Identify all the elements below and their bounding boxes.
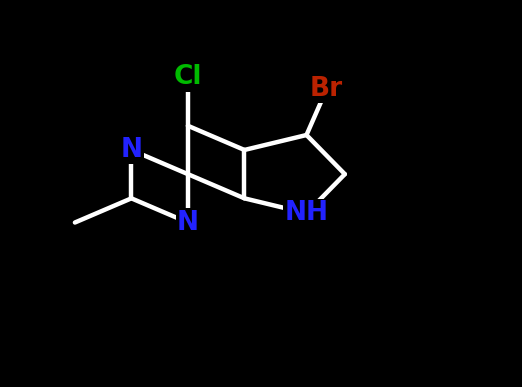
Text: Br: Br	[310, 76, 343, 102]
Text: N: N	[177, 209, 199, 236]
Text: N: N	[121, 137, 143, 163]
Text: Cl: Cl	[174, 64, 202, 91]
Text: NH: NH	[284, 200, 328, 226]
